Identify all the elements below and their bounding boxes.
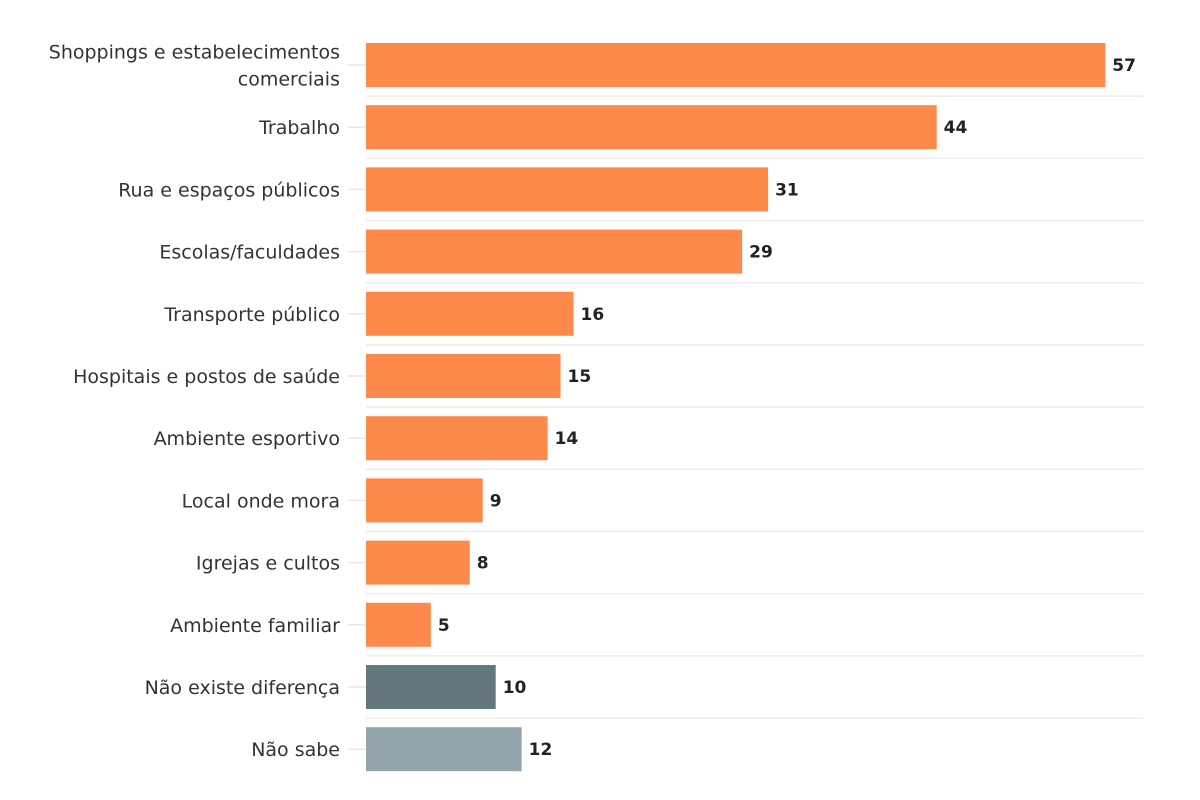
category-label: Ambiente esportivo: [154, 428, 340, 450]
value-label: 14: [555, 429, 579, 449]
bar: [366, 105, 937, 150]
value-label: 15: [568, 367, 592, 387]
category-label: Não sabe: [251, 739, 340, 761]
bar: [366, 665, 496, 709]
category-label: Transporte público: [163, 304, 340, 326]
bar: [366, 167, 769, 212]
value-label: 57: [1112, 56, 1136, 76]
bar: [366, 43, 1106, 87]
value-label: 9: [490, 491, 502, 511]
category-label: Hospitais e postos de saúde: [73, 366, 340, 388]
category-label: Ambiente familiar: [170, 615, 340, 637]
value-label: 12: [529, 740, 553, 760]
bar: [366, 540, 470, 585]
value-label: 5: [438, 616, 450, 636]
category-label: Escolas/faculdades: [159, 242, 340, 264]
bar: [366, 727, 522, 772]
category-label: Trabalho: [258, 117, 340, 139]
category-label: Shoppings e estabelecimentos comerciais: [49, 42, 340, 91]
value-label: 44: [944, 118, 968, 138]
value-label: 16: [581, 305, 605, 325]
bar: [366, 229, 743, 274]
bar: [366, 478, 483, 523]
bar: [366, 354, 561, 398]
category-labels: Shoppings e estabelecimentos comerciais Tr…: [49, 42, 340, 762]
bar: [366, 416, 548, 461]
value-label: 8: [477, 554, 489, 574]
value-label: 29: [749, 243, 773, 263]
category-label: Não existe diferença: [145, 677, 340, 699]
bar: [366, 291, 574, 336]
category-label: Igrejas e cultos: [196, 553, 340, 575]
value-label: 10: [503, 678, 527, 698]
value-labels: 57 44 31 29 16 15 14 9 8 5 10 12: [438, 56, 1136, 760]
value-label: 31: [775, 180, 799, 200]
bar: [366, 602, 431, 647]
gridlines: [348, 64, 1143, 750]
bars: [366, 43, 1106, 772]
category-label: Local onde mora: [182, 490, 340, 512]
category-label: Rua e espaços públicos: [118, 179, 340, 201]
